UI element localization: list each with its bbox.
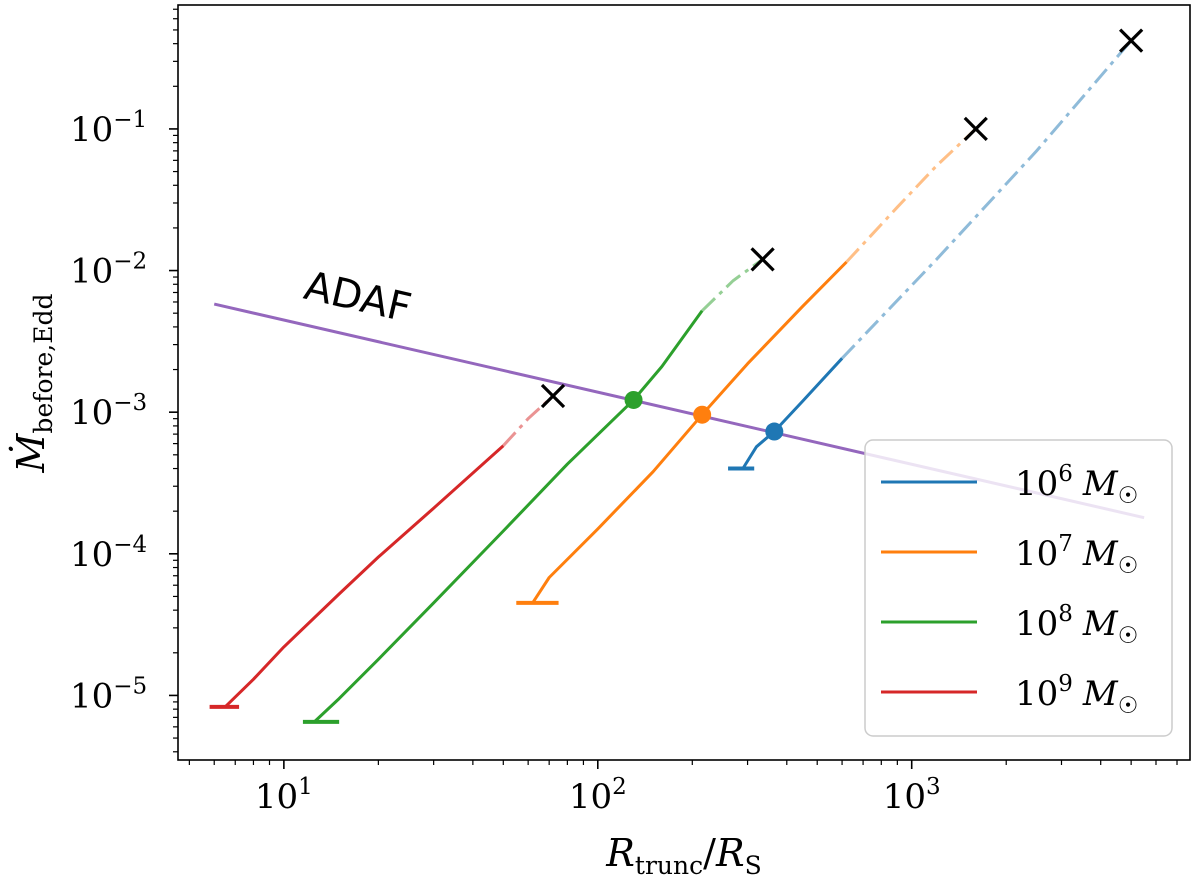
axis-labels: Rtrunc/RS Ṁbefore,Edd: [9, 294, 762, 880]
y-tick-label: 10−2: [70, 249, 147, 292]
end-marker-x: [540, 383, 566, 409]
intersection-point: [765, 422, 784, 441]
legend-box: [864, 439, 1173, 737]
legend-label: 106 M☉: [1015, 461, 1138, 509]
x-axis-label: Rtrunc/RS: [605, 831, 761, 880]
plot-frame: [177, 4, 1191, 761]
y-tick-label: 10−5: [70, 673, 147, 716]
y-tick-label: 10−3: [70, 390, 147, 433]
y-tick-label: 10−4: [70, 532, 147, 575]
legend: 106 M☉ 107 M☉ 108 M☉ 109 M☉: [864, 439, 1173, 737]
legend-label: 108 M☉: [1015, 601, 1138, 649]
y-axis-label: Ṁbefore,Edd: [9, 294, 58, 474]
series-line-dashdot: [701, 258, 764, 312]
x-tick-label: 101: [255, 774, 313, 817]
axes-ticks: 101 102 103 10−5 10−4 10−3 10−2 10−1: [70, 8, 1178, 817]
series-line-dashdot: [845, 127, 977, 264]
series-line-solid: [531, 260, 848, 604]
y-tick-label: 10−1: [70, 107, 147, 150]
x-tick-label: 103: [883, 774, 941, 817]
intersection-point: [693, 405, 712, 424]
end-marker-x: [963, 116, 988, 142]
end-marker-x: [1118, 28, 1144, 53]
series-line-solid: [313, 309, 704, 723]
intersection-point: [624, 390, 643, 409]
end-marker-x: [750, 247, 775, 272]
legend-label: 109 M☉: [1015, 671, 1138, 719]
series-layer: [209, 39, 1133, 724]
series-line-dashdot: [841, 39, 1133, 360]
x-tick-label: 102: [569, 774, 627, 817]
series-line-solid: [224, 444, 505, 708]
legend-label: 107 M☉: [1015, 531, 1138, 579]
marker-layer: [540, 28, 1144, 441]
